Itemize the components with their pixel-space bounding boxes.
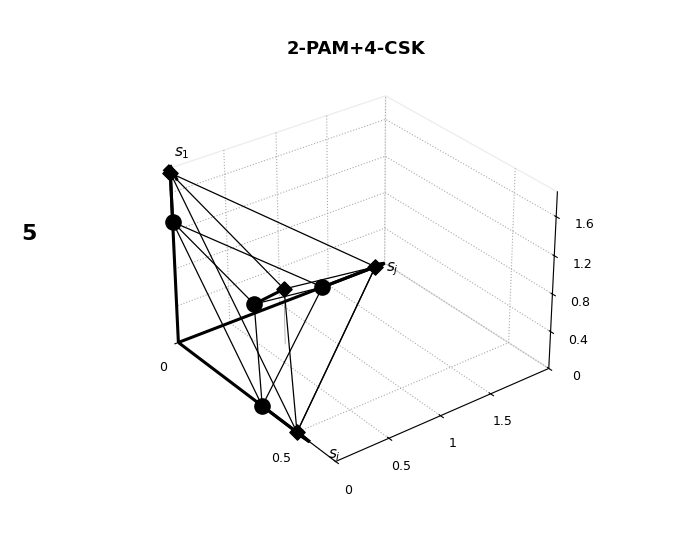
Title: 2-PAM+4-CSK: 2-PAM+4-CSK	[287, 40, 425, 58]
Text: 5: 5	[21, 225, 36, 244]
